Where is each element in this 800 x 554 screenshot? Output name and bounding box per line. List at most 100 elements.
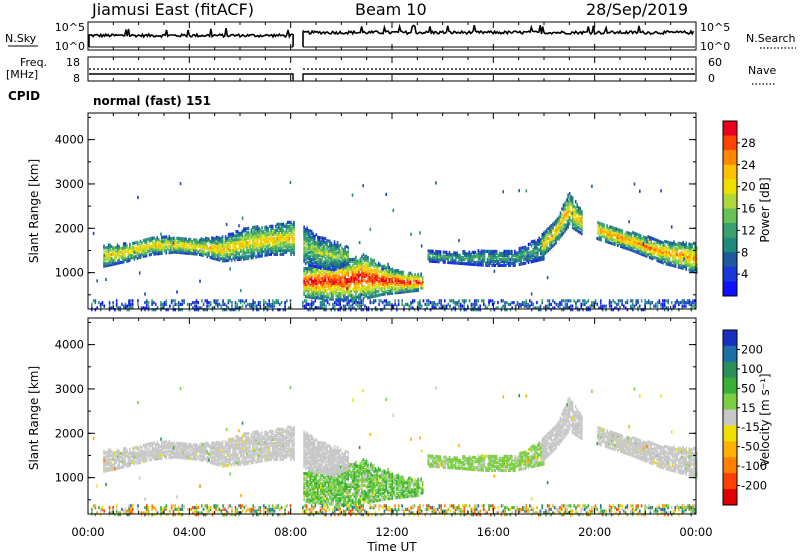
power-cell [635, 232, 637, 236]
power-cell [315, 233, 318, 237]
power-cell [267, 227, 269, 231]
power-cell [485, 261, 487, 265]
power-cell [514, 259, 516, 263]
power-cell [696, 252, 698, 256]
power-cell [549, 229, 551, 233]
power-cell [561, 229, 563, 233]
power-cell [183, 241, 186, 245]
power-cell [538, 248, 541, 252]
power-cell [317, 241, 319, 245]
power-cell [339, 282, 342, 286]
power-cell [695, 267, 698, 271]
colorbar-swatch [723, 223, 737, 239]
power-cell [211, 240, 213, 244]
power-cell [144, 240, 146, 244]
power-cell [544, 251, 547, 256]
power-cell [130, 306, 132, 310]
power-cell [506, 255, 509, 259]
power-cell [110, 252, 113, 257]
power-cell [312, 289, 315, 294]
power-cell [612, 234, 614, 238]
power-cell [566, 304, 568, 308]
power-cell [148, 247, 151, 251]
power-cell [436, 302, 439, 306]
power-cell [174, 302, 176, 306]
power-cell [454, 251, 457, 255]
power-cell [497, 263, 499, 267]
power-cell [544, 235, 547, 240]
power-cell [303, 304, 306, 308]
power-cell [443, 306, 446, 310]
velocity-cell [142, 443, 145, 448]
power-cell [195, 306, 198, 310]
power-cell [362, 291, 365, 295]
power-cell [333, 301, 336, 305]
power-cell [367, 308, 370, 312]
power-cell [259, 246, 262, 250]
power-cell [656, 246, 659, 251]
power-cell [636, 250, 639, 255]
velocity-cell [110, 461, 113, 466]
power-cell [330, 255, 333, 259]
power-cell [148, 239, 151, 243]
power-cell [227, 254, 230, 258]
power-cell [636, 244, 639, 249]
velocity-cell [106, 462, 108, 467]
power-cell [174, 299, 176, 303]
power-cell [573, 213, 575, 217]
power-cell [689, 250, 692, 255]
power-cell [186, 302, 189, 306]
power-cell [244, 239, 247, 243]
power-cell [696, 260, 698, 264]
power-cell [306, 254, 308, 258]
power-cell [333, 254, 336, 258]
power-cell [529, 252, 531, 256]
power-cell [338, 284, 340, 288]
power-cell [473, 256, 475, 261]
power-cell [345, 254, 348, 259]
power-cell [165, 235, 168, 239]
power-cell [243, 301, 246, 305]
power-cell [259, 306, 262, 310]
power-cell [650, 236, 652, 240]
power-cell [324, 295, 327, 299]
power-cell [307, 295, 310, 299]
power-cell [279, 234, 282, 238]
power-cell [668, 243, 671, 247]
power-cell [364, 258, 366, 263]
power-cell [262, 243, 265, 248]
power-cell [621, 241, 624, 245]
power-cell [209, 245, 212, 250]
power-cell [542, 257, 545, 261]
power-cell [113, 252, 116, 256]
power-cell [579, 211, 582, 215]
power-cell [691, 265, 694, 269]
power-cell [293, 232, 295, 236]
power-cell [305, 302, 308, 306]
power-cell [264, 243, 266, 247]
power-cell [211, 256, 213, 260]
power-cell [350, 257, 353, 262]
power-cell [542, 253, 545, 257]
power-cell [332, 248, 334, 252]
power-cell [562, 215, 565, 219]
power-cell [576, 217, 579, 221]
power-cell [342, 284, 345, 288]
power-cell [344, 292, 346, 296]
power-cell [414, 287, 416, 291]
power-cell [358, 287, 360, 291]
power-cell [549, 247, 551, 251]
power-cell [341, 280, 343, 284]
power-cell [252, 301, 255, 305]
power-cell [339, 276, 342, 280]
velocity-cell [129, 459, 131, 463]
power-cell [236, 241, 239, 246]
power-cell [541, 236, 544, 241]
power-cell [336, 295, 339, 300]
power-cell [179, 250, 181, 255]
power-cell [523, 255, 525, 260]
power-cell [382, 278, 384, 282]
power-cell [530, 254, 533, 258]
velocity-cell [122, 461, 125, 465]
power-cell [333, 275, 336, 279]
